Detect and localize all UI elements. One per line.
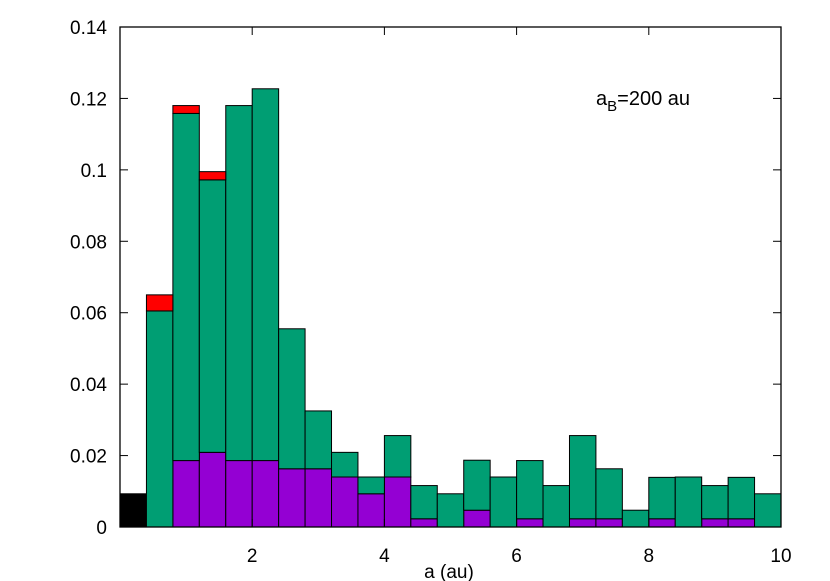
y-tick-label: 0.12 (70, 89, 107, 110)
bar-segment-s2-b10 (383, 435, 412, 478)
bar-segment-s1-b9 (357, 493, 385, 528)
bar-segment-s2-b3 (198, 179, 227, 453)
bar-segment-s1-b17 (568, 518, 597, 528)
bar-segment-s2-b19 (621, 509, 650, 528)
bar-segment-s2-b21 (674, 476, 703, 528)
y-tick-label: 0.06 (70, 304, 107, 325)
bar-segment-s1-b6 (278, 468, 306, 528)
bar-segment-s2-b8 (331, 451, 359, 478)
bar-segment-s0-b0 (119, 493, 147, 528)
bar-segment-s2-b13 (463, 459, 491, 511)
bar-segment-s2-b1 (145, 310, 174, 528)
bar-segment-s2-b14 (489, 476, 518, 528)
bar-segment-s1-b20 (648, 518, 676, 528)
tick-labels-group: 0 0.02 0.04 0.06 0.08 0.1 0.12 0.14 2 4 6 8 10 (70, 18, 792, 567)
bar-segment-s1-b5 (251, 460, 280, 528)
bar-segment-s1-b11 (410, 518, 438, 528)
bar-segment-s2-b16 (542, 485, 570, 528)
y-tick-label: 0.14 (70, 18, 107, 39)
bar-segment-s1-b4 (225, 460, 253, 528)
annotation-subscript: B (607, 98, 617, 115)
bar-segment-s2-b2 (172, 112, 200, 462)
x-tick-label: 8 (644, 546, 655, 567)
x-tick-label: 6 (511, 546, 522, 567)
annotation-main: a (596, 88, 608, 110)
bar-segment-s2-b22 (701, 485, 729, 520)
bar-segment-s2-b7 (304, 410, 333, 470)
y-tick-label: 0.1 (81, 161, 107, 182)
x-tick-label: 2 (247, 546, 258, 567)
bar-segment-s2-b5 (251, 88, 280, 462)
bar-segment-s3-b1 (145, 294, 174, 312)
bar-segment-s1-b13 (463, 509, 491, 528)
bar-segment-s1-b23 (727, 518, 756, 528)
bar-segment-s2-b6 (278, 328, 306, 470)
bar-segment-s2-b18 (595, 468, 623, 520)
bar-segment-s2-b12 (436, 493, 465, 528)
bar-segment-s1-b10 (383, 476, 412, 528)
bar-segment-s1-b8 (331, 476, 359, 528)
bar-segment-s1-b7 (304, 468, 333, 528)
bar-segment-s2-b24 (754, 493, 782, 528)
bar-segment-s2-b15 (516, 460, 544, 520)
bar-segment-s2-b9 (357, 476, 385, 495)
y-tick-label: 0.02 (70, 447, 107, 468)
annotation-label: aB=200 au (596, 88, 690, 115)
plot-frame (119, 26, 782, 528)
annotation-rest: =200 au (617, 88, 690, 110)
bar-segment-s3-b3 (198, 171, 227, 181)
bar-segment-s1-b2 (172, 460, 200, 528)
bar-segment-s1-b18 (595, 518, 623, 528)
y-tick-label: 0.04 (70, 375, 107, 396)
x-tick-label: 10 (770, 546, 791, 567)
bars-group (119, 88, 782, 528)
bar-segment-s2-b20 (648, 476, 676, 520)
y-tick-label: 0.08 (70, 232, 107, 253)
bar-segment-s1-b3 (198, 451, 227, 528)
bar-segment-s2-b17 (568, 435, 597, 520)
x-axis-title: a (au) (424, 562, 474, 581)
bar-segment-s2-b23 (727, 476, 756, 520)
bar-segment-s1-b22 (701, 518, 729, 528)
bar-segment-s2-b4 (225, 105, 253, 462)
bar-segment-s2-b11 (410, 485, 438, 520)
bar-segment-s1-b15 (516, 518, 544, 528)
y-tick-label: 0 (96, 518, 107, 539)
x-tick-label: 4 (379, 546, 390, 567)
bar-segment-s3-b2 (172, 105, 200, 114)
